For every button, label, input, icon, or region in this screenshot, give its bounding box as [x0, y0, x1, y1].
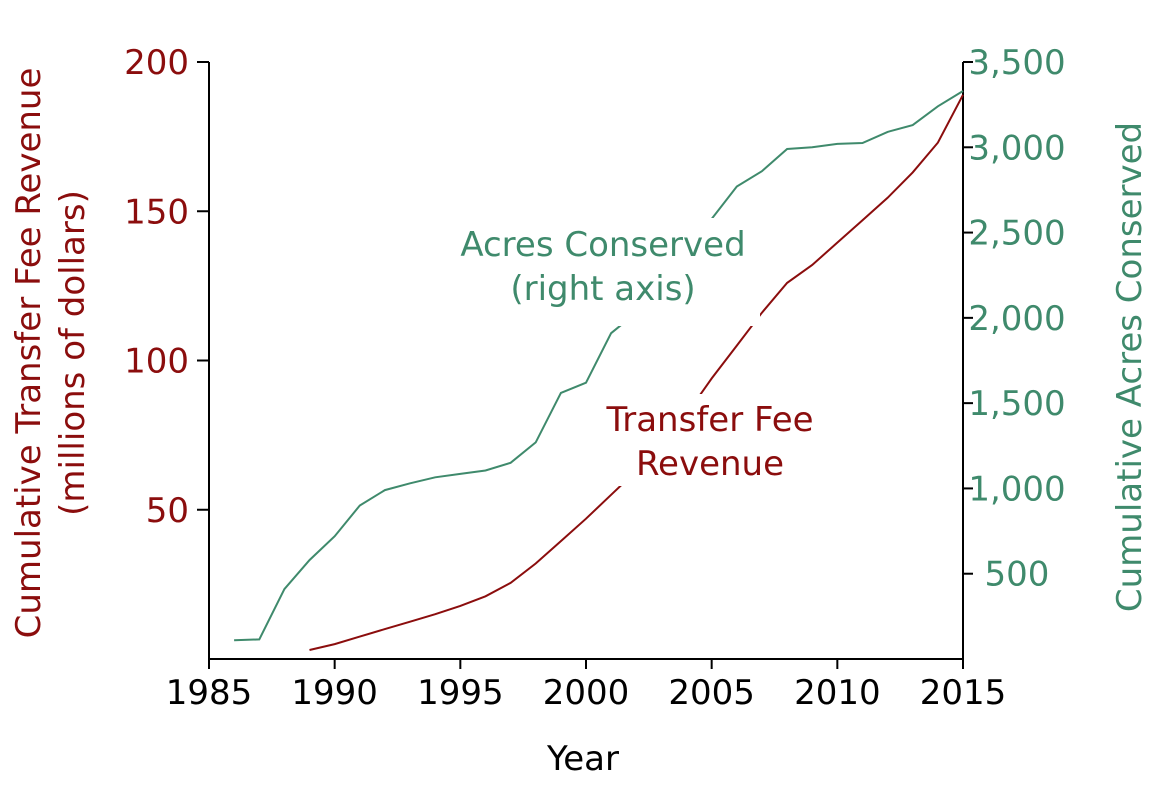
- right-tick-label: 500: [985, 555, 1050, 595]
- right-axis-title: Cumulative Acres Conserved: [1110, 122, 1150, 612]
- transfer-fee-revenue-line: [309, 94, 964, 651]
- x-tick-label: 1990: [291, 673, 378, 713]
- x-tick-label: 2010: [794, 673, 881, 713]
- right-axis-ticks: 500 1,000 1,500 2,000 2,500 3,000 3,500: [963, 43, 1066, 595]
- right-tick-label: 3,500: [968, 43, 1065, 83]
- left-tick-label: 200: [124, 43, 189, 83]
- right-tick-label: 2,500: [968, 214, 1065, 254]
- left-axis-ticks: 50 100 150 200: [124, 43, 209, 531]
- acres-conserved-line: [234, 90, 964, 642]
- x-tick-label: 1985: [166, 673, 253, 713]
- right-tick-label: 2,000: [968, 299, 1065, 339]
- left-tick-label: 100: [124, 342, 189, 382]
- left-tick-label: 150: [124, 192, 189, 232]
- acres-annotation-background: [448, 218, 760, 326]
- x-tick-label: 2015: [920, 673, 1007, 713]
- revenue-annotation-line2: Revenue: [636, 444, 784, 484]
- acres-annotation-line1: Acres Conserved: [460, 225, 745, 265]
- right-tick-label: 1,000: [968, 469, 1065, 509]
- x-axis-ticks: 1985 1990 1995 2000 2005 2010 2015: [166, 659, 1007, 713]
- right-tick-label: 1,500: [968, 384, 1065, 424]
- revenue-annotation-background: [594, 394, 826, 486]
- x-tick-label: 2000: [543, 673, 630, 713]
- revenue-annotation-line1: Transfer Fee: [605, 400, 813, 440]
- x-axis-title: Year: [546, 739, 619, 779]
- left-axis-title-line1: Cumulative Transfer Fee Revenue: [9, 68, 49, 639]
- left-axis-title-line2: (millions of dollars): [53, 190, 93, 516]
- acres-annotation-line2: (right axis): [510, 269, 695, 309]
- x-tick-label: 1995: [417, 673, 504, 713]
- x-tick-label: 2005: [668, 673, 755, 713]
- right-tick-label: 3,000: [968, 128, 1065, 168]
- left-tick-label: 50: [146, 491, 189, 531]
